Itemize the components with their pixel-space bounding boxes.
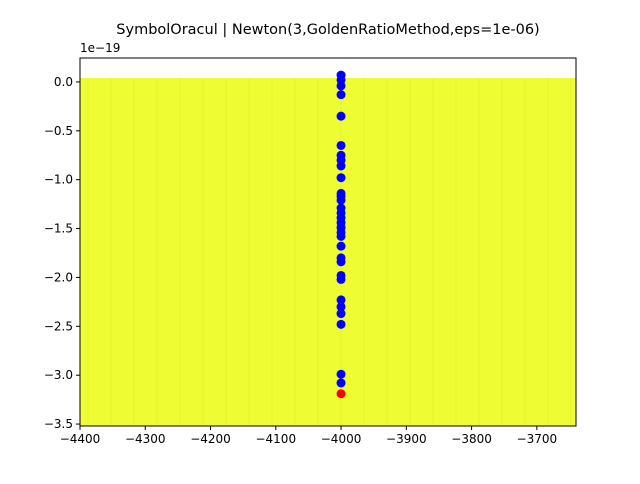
x-tick-label: −4300 — [125, 432, 166, 446]
y-offset-label: 1e−19 — [80, 41, 120, 55]
plot-frame — [79, 57, 577, 427]
point — [336, 378, 346, 388]
x-tick-label: −4400 — [60, 432, 101, 446]
point — [336, 369, 346, 379]
point — [336, 90, 346, 100]
y-tick-label: −2.0 — [44, 270, 73, 284]
point — [336, 257, 346, 267]
point — [336, 295, 346, 305]
y-tick-label: −3.5 — [44, 417, 73, 431]
x-tick-label: −4000 — [321, 432, 362, 446]
point — [336, 140, 346, 150]
y-tick-label: −1.5 — [44, 222, 73, 236]
point — [336, 241, 346, 251]
x-tick-label: −3800 — [451, 432, 492, 446]
point — [336, 309, 346, 319]
x-tick-label: −3700 — [517, 432, 558, 446]
y-tick-label: −2.5 — [44, 319, 73, 333]
point — [336, 81, 346, 91]
point — [336, 302, 346, 312]
point — [336, 195, 346, 205]
x-tick-label: −3900 — [386, 432, 427, 446]
background-region — [80, 78, 576, 426]
region-stripes — [87, 78, 572, 426]
point — [336, 173, 346, 183]
x-tick-label: −4100 — [255, 432, 296, 446]
point — [336, 274, 346, 284]
point — [336, 389, 346, 399]
point — [336, 319, 346, 329]
plot — [336, 70, 346, 399]
x-tick-label: −4200 — [190, 432, 231, 446]
y-tick-label: 0.0 — [54, 75, 73, 89]
point — [336, 161, 346, 171]
point — [336, 231, 346, 241]
y-tick-label: −0.5 — [44, 124, 73, 138]
y-tick-label: −1.0 — [44, 173, 73, 187]
chart-title: SymbolOracul | Newton(3,GoldenRatioMetho… — [116, 22, 539, 38]
point — [336, 111, 346, 121]
y-tick-label: −3.0 — [44, 368, 73, 382]
